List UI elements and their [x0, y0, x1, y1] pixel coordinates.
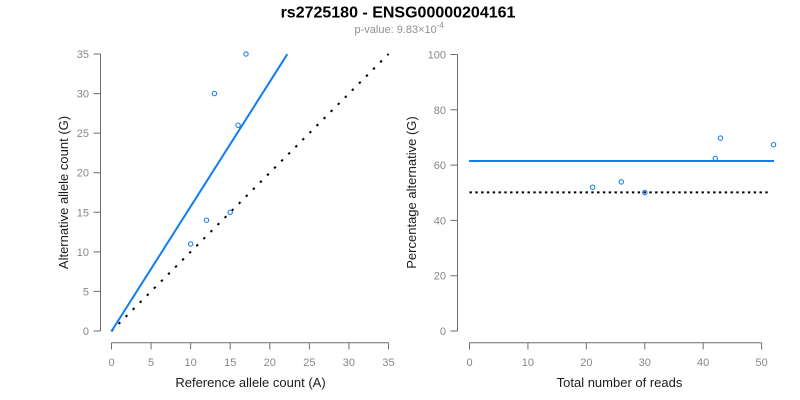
- svg-text:10: 10: [522, 357, 534, 369]
- svg-text:0: 0: [466, 357, 472, 369]
- svg-text:0: 0: [83, 326, 89, 338]
- svg-text:10: 10: [185, 357, 197, 369]
- svg-text:5: 5: [148, 357, 154, 369]
- svg-text:10: 10: [77, 247, 89, 259]
- svg-text:40: 40: [434, 215, 446, 227]
- svg-text:30: 30: [343, 357, 355, 369]
- svg-text:20: 20: [580, 357, 592, 369]
- svg-text:20: 20: [77, 168, 89, 180]
- svg-text:Total number of reads: Total number of reads: [557, 375, 683, 390]
- svg-text:80: 80: [434, 105, 446, 117]
- svg-text:0: 0: [440, 326, 446, 338]
- svg-text:15: 15: [224, 357, 236, 369]
- svg-text:25: 25: [303, 357, 315, 369]
- svg-text:5: 5: [83, 286, 89, 298]
- svg-text:20: 20: [264, 357, 276, 369]
- svg-text:25: 25: [77, 128, 89, 140]
- svg-text:30: 30: [639, 357, 651, 369]
- svg-text:p-value: 9.83×10-4: p-value: 9.83×10-4: [355, 21, 445, 36]
- svg-text:0: 0: [108, 357, 114, 369]
- svg-text:Reference allele count (A): Reference allele count (A): [175, 375, 325, 390]
- svg-text:35: 35: [77, 49, 89, 61]
- svg-text:40: 40: [697, 357, 709, 369]
- svg-text:15: 15: [77, 207, 89, 219]
- svg-text:Alternative allele count (G): Alternative allele count (G): [56, 116, 71, 269]
- svg-text:60: 60: [434, 160, 446, 172]
- svg-text:50: 50: [755, 357, 767, 369]
- svg-text:Percentage alternative (G): Percentage alternative (G): [404, 116, 419, 268]
- svg-text:20: 20: [434, 271, 446, 283]
- svg-text:100: 100: [428, 50, 446, 62]
- svg-text:30: 30: [77, 89, 89, 101]
- svg-text:rs2725180 - ENSG00000204161: rs2725180 - ENSG00000204161: [281, 5, 516, 22]
- svg-text:35: 35: [382, 357, 394, 369]
